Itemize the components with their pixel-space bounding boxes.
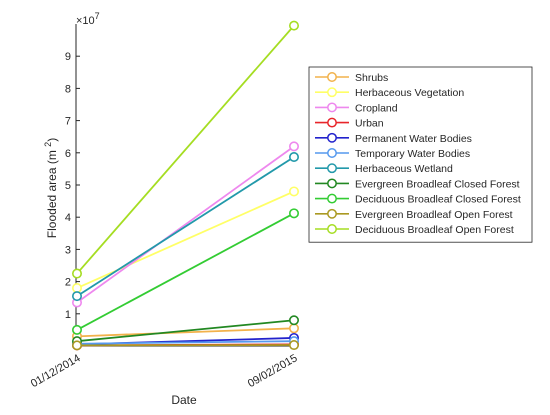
data-point xyxy=(288,186,299,197)
series-line xyxy=(76,145,295,304)
x-tick-label: 01/12/2014 xyxy=(29,352,83,390)
y-tick-label: 5 xyxy=(65,180,71,192)
x-tick-label: 09/02/2015 xyxy=(246,352,300,390)
y-tick-label: 3 xyxy=(65,244,71,256)
legend-marker xyxy=(327,163,337,174)
legend-item: Temporary Water Bodies xyxy=(315,148,470,160)
data-point xyxy=(288,340,299,351)
legend-label: Evergreen Broadleaf Open Forest xyxy=(355,209,513,221)
legend: Shrubs Herbaceous Vegetation Cropland Urban… xyxy=(308,66,533,243)
legend-label: Urban xyxy=(355,118,384,130)
legend-item: Urban xyxy=(315,118,384,130)
legend-marker xyxy=(327,208,337,219)
legend-marker xyxy=(327,87,337,98)
series xyxy=(72,20,299,279)
data-point xyxy=(288,151,299,162)
plot-area: 1 2 3 4 5 6 7 8 9 01/12/2014 09/02/2015 xyxy=(29,20,300,390)
series-line xyxy=(76,327,295,338)
y-axis-label-superscript: 2 xyxy=(43,142,53,147)
data-point xyxy=(288,315,299,326)
legend-marker xyxy=(327,224,337,234)
series-line xyxy=(76,212,295,331)
data-point xyxy=(72,291,83,302)
series-line xyxy=(76,319,295,343)
y-tick-label: 9 xyxy=(65,51,71,63)
legend-marker xyxy=(327,193,337,204)
legend-label: Evergreen Broadleaf Closed Forest xyxy=(355,178,520,190)
legend-label: Herbaceous Vegetation xyxy=(355,87,464,99)
y-axis-label-text: Flooded area (m xyxy=(45,147,59,238)
series-line xyxy=(76,190,295,289)
data-point xyxy=(288,20,299,31)
y-tick-label: 2 xyxy=(65,277,71,289)
legend-item: Permanent Water Bodies xyxy=(315,133,472,145)
data-point xyxy=(72,283,83,294)
y-tick-label: 1 xyxy=(65,309,71,321)
legend-label: Temporary Water Bodies xyxy=(355,148,470,160)
data-point xyxy=(288,208,299,219)
series-line xyxy=(76,25,295,275)
x-axis-label: Date xyxy=(171,393,197,407)
legend-item: Herbaceous Vegetation xyxy=(315,87,464,99)
legend-item: Deciduous Broadleaf Open Forest xyxy=(315,224,514,236)
legend-item: Cropland xyxy=(315,102,398,114)
y-axis-label: Flooded area (m 2) xyxy=(43,138,59,238)
series-line xyxy=(76,340,295,345)
series-line xyxy=(76,156,295,297)
data-point xyxy=(72,268,83,279)
y-tick-label: 4 xyxy=(65,212,71,224)
y-tick-label: 7 xyxy=(65,116,71,128)
series xyxy=(72,208,299,335)
series xyxy=(72,141,299,308)
series xyxy=(72,151,299,302)
legend-item: Deciduous Broadleaf Closed Forest xyxy=(315,194,521,206)
legend-label: Deciduous Broadleaf Closed Forest xyxy=(355,194,521,206)
legend-marker xyxy=(327,178,337,189)
y-axis-label-suffix: ) xyxy=(45,138,59,142)
legend-item: Evergreen Broadleaf Open Forest xyxy=(315,209,513,221)
legend-label: Deciduous Broadleaf Open Forest xyxy=(355,224,514,236)
y-tick-label: 6 xyxy=(65,148,71,160)
legend-label: Cropland xyxy=(355,102,398,114)
legend-marker xyxy=(327,148,337,158)
data-point xyxy=(288,323,299,334)
y-exponent-power: 7 xyxy=(95,11,100,21)
y-tick-label: 8 xyxy=(65,83,71,95)
legend-marker xyxy=(327,117,337,128)
legend-marker xyxy=(327,72,337,82)
y-exponent-label: ×107 xyxy=(76,11,100,27)
data-point xyxy=(288,141,299,152)
legend-item: Shrubs xyxy=(315,72,388,84)
legend-label: Herbaceous Wetland xyxy=(355,163,453,175)
legend-marker xyxy=(327,102,337,113)
legend-marker xyxy=(327,132,337,143)
legend-item: Herbaceous Wetland xyxy=(315,163,453,175)
legend-item: Evergreen Broadleaf Closed Forest xyxy=(315,178,520,190)
legend-label: Permanent Water Bodies xyxy=(355,133,472,145)
legend-label: Shrubs xyxy=(355,72,388,84)
data-point xyxy=(72,324,83,335)
data-point xyxy=(72,340,83,351)
series xyxy=(72,340,299,351)
y-exponent-prefix: ×10 xyxy=(76,15,95,27)
